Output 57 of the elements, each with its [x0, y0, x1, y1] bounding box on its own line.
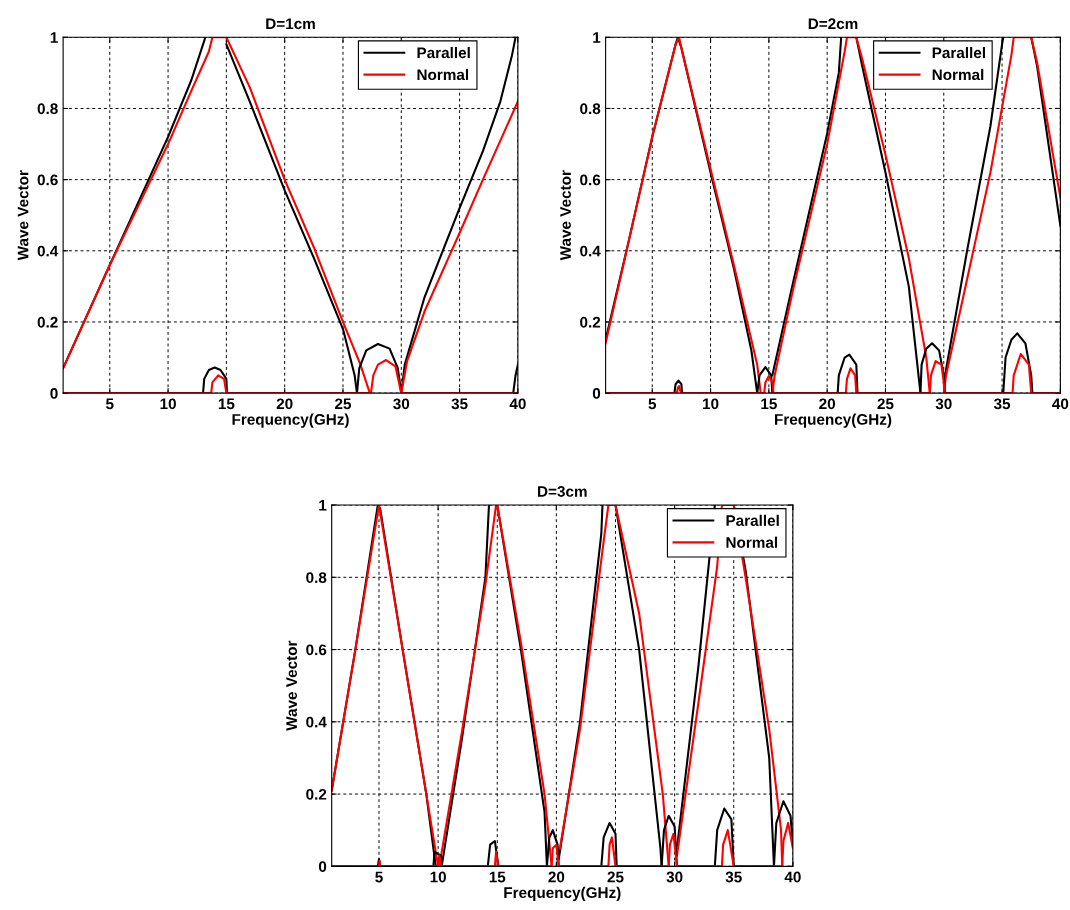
- x-tick-label: 5: [648, 398, 657, 410]
- x-tick-label: 30: [666, 871, 683, 883]
- chart-title: D=3cm: [538, 486, 587, 497]
- x-axis-title: Frequency(GHz): [775, 413, 892, 428]
- y-tick-label: 0.6: [580, 174, 601, 186]
- y-tick-label: 0.2: [580, 316, 601, 328]
- x-tick-label: 35: [451, 398, 468, 410]
- y-axis-title: Wave Vector: [17, 170, 29, 261]
- y-tick-label: 0: [50, 387, 58, 399]
- y-tick-label: 0: [318, 861, 327, 873]
- x-tick-label: 35: [725, 871, 742, 883]
- x-tick-label: 15: [489, 871, 506, 883]
- legend-label: Normal: [726, 536, 778, 548]
- y-axis-title: Wave Vector: [560, 170, 571, 261]
- y-tick-label: 0.8: [306, 572, 327, 583]
- legend-label: Parallel: [726, 514, 779, 526]
- x-tick-label: 5: [105, 398, 114, 410]
- x-tick-label: 10: [160, 398, 176, 410]
- y-tick-label: 0.4: [580, 245, 601, 257]
- y-tick-label: 0.6: [306, 644, 327, 656]
- x-tick-label: 40: [509, 398, 526, 410]
- y-tick-label: 0.2: [37, 316, 58, 328]
- y-tick-label: 0.8: [37, 103, 58, 115]
- y-tick-label: 0.8: [580, 103, 601, 115]
- y-axis-title: Wave Vector: [286, 640, 298, 731]
- x-tick-label: 25: [607, 871, 624, 883]
- legend-label: Parallel: [417, 46, 470, 59]
- y-tick-label: 1: [50, 32, 58, 43]
- y-tick-label: 1: [593, 32, 601, 43]
- x-tick-label: 40: [1052, 398, 1069, 410]
- y-tick-label: 0: [592, 387, 601, 399]
- x-tick-label: 15: [218, 398, 235, 410]
- x-tick-label: 25: [335, 398, 352, 410]
- legend-label: Normal: [417, 68, 469, 81]
- x-tick-label: 30: [393, 398, 410, 410]
- y-tick-label: 0.4: [306, 716, 327, 728]
- x-tick-label: 40: [784, 871, 801, 883]
- legend-label: Parallel: [932, 46, 985, 59]
- y-tick-label: 0.2: [306, 788, 327, 800]
- chart-title: D=1cm: [266, 18, 315, 30]
- x-tick-label: 20: [819, 398, 836, 410]
- x-tick-label: 30: [935, 398, 952, 410]
- chart-title: D=2cm: [808, 18, 858, 30]
- x-tick-label: 10: [703, 398, 719, 410]
- x-axis-title: Frequency(GHz): [504, 886, 621, 902]
- x-tick-label: 20: [548, 871, 565, 883]
- x-tick-label: 5: [375, 871, 383, 883]
- x-tick-label: 15: [761, 398, 777, 410]
- x-tick-label: 25: [877, 398, 894, 410]
- x-axis-title: Frequency(GHz): [232, 413, 349, 428]
- y-tick-label: 0.4: [37, 245, 59, 257]
- legend-label: Normal: [932, 68, 984, 81]
- y-tick-label: 1: [319, 500, 327, 511]
- y-tick-label: 0.6: [37, 174, 58, 186]
- x-tick-label: 20: [276, 398, 293, 410]
- x-tick-label: 35: [993, 398, 1011, 410]
- x-tick-label: 10: [430, 871, 446, 883]
